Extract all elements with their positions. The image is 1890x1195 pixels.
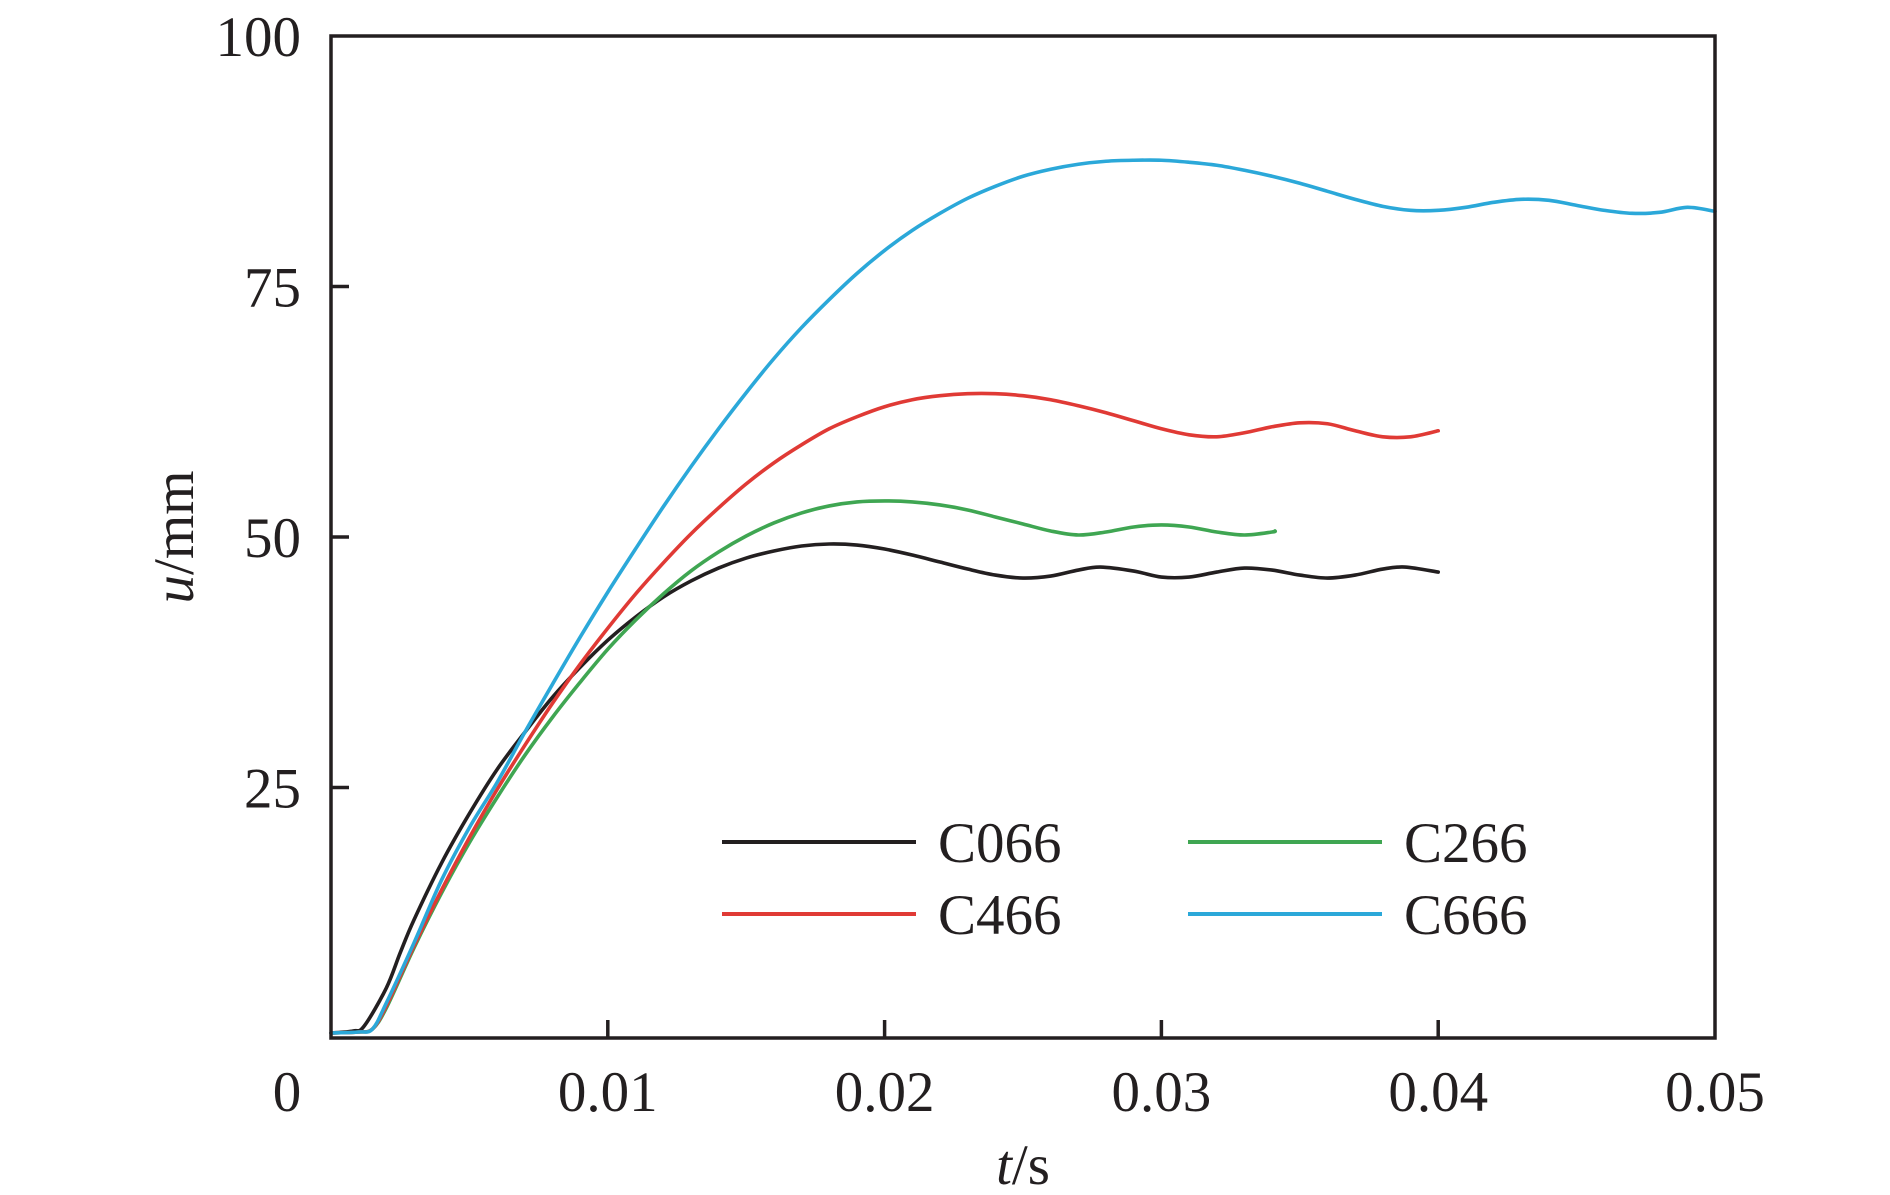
x-tick-label: 0 xyxy=(273,1061,302,1124)
legend-label: C066 xyxy=(938,812,1062,875)
legend-label: C266 xyxy=(1404,812,1528,875)
legend-label: C666 xyxy=(1404,884,1528,947)
y-tick-label: 25 xyxy=(244,758,301,821)
x-axis-unit: /s xyxy=(1012,1134,1050,1195)
y-axis-unit: /mm xyxy=(143,470,206,575)
series-line-c666 xyxy=(329,158,1717,1035)
tick-marks xyxy=(331,284,1440,1038)
y-axis-variable: u xyxy=(143,575,206,604)
y-tick-label: 100 xyxy=(216,6,302,69)
x-tick-label: 0.04 xyxy=(1388,1061,1488,1124)
legend-label: C466 xyxy=(938,884,1062,947)
x-tick-label: 0.01 xyxy=(558,1061,658,1124)
series-line-c266 xyxy=(329,499,1278,1035)
y-tick-label: 75 xyxy=(244,257,301,320)
x-axis-variable: t xyxy=(996,1134,1013,1195)
legend: C066 C266 C466 C666 xyxy=(722,812,1528,947)
legend-item-c266: C266 xyxy=(1188,812,1528,875)
legend-item-c066: C066 xyxy=(722,812,1062,875)
series-layer xyxy=(329,158,1717,1035)
x-tick-label: 0.03 xyxy=(1112,1061,1212,1124)
legend-item-c666: C666 xyxy=(1188,884,1528,947)
series-line-c466 xyxy=(329,391,1440,1035)
legend-item-c466: C466 xyxy=(722,884,1062,947)
x-axis-title: t/s xyxy=(996,1134,1050,1195)
series-line-c066 xyxy=(329,542,1440,1035)
x-tick-label: 0.02 xyxy=(835,1061,935,1124)
y-axis-title: u/mm xyxy=(143,470,206,603)
tick-labels: 0 0.01 0.02 0.03 0.04 0.05 25 50 75 100 xyxy=(216,6,1765,1124)
y-tick-label: 50 xyxy=(244,507,301,570)
x-tick-label: 0.05 xyxy=(1665,1061,1765,1124)
